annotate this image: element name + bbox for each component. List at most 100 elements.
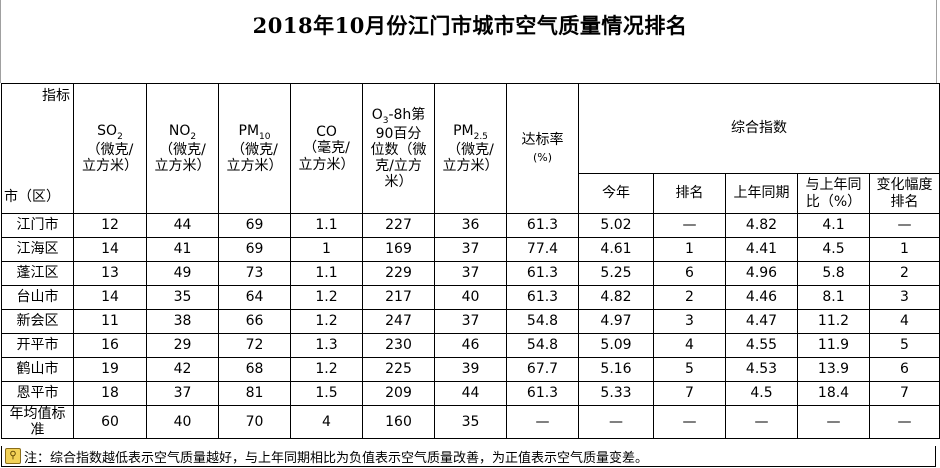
o3-rest: -8h第 90百分 位数（微 克/立方 米） xyxy=(370,106,427,191)
table-cell: 5.02 xyxy=(578,213,654,238)
table-cell: 54.8 xyxy=(506,333,579,358)
table-cell: 61.3 xyxy=(506,285,579,310)
table-cell: 37 xyxy=(146,381,219,406)
table-cell: 4 xyxy=(290,404,363,440)
footnote: ⚲ 注：综合指数越低表示空气质量越好，与上年同期相比为负值表示空气质量改善，为正… xyxy=(1,446,936,467)
rate-name: 达标率 xyxy=(521,132,564,149)
gridline xyxy=(0,0,1,83)
table-row: 蓬江区 13 49 73 1.1 229 37 61.3 5.25 6 4.96 5.8 2 xyxy=(1,261,940,286)
table-cell: 35 xyxy=(146,285,219,310)
table-cell: 5.25 xyxy=(578,261,654,286)
table-cell: 61.3 xyxy=(506,261,579,286)
table-cell: — xyxy=(653,213,726,238)
table-cell: 67.7 xyxy=(506,357,579,382)
table-cell: — xyxy=(869,404,940,440)
table-cell: 11.9 xyxy=(797,333,870,358)
table-cell: — xyxy=(725,404,798,440)
pm25-header: PM2.5 （微克/ 立方米） xyxy=(434,83,507,214)
table-cell: 4.55 xyxy=(725,333,798,358)
table-cell: 169 xyxy=(362,237,435,262)
pm10-unit: （微克/ 立方米） xyxy=(226,141,283,175)
co-header: CO （毫克/ 立方米） xyxy=(290,83,363,214)
table-cell: 4.46 xyxy=(725,285,798,310)
table-cell: 225 xyxy=(362,357,435,382)
table-cell: 11 xyxy=(73,309,147,334)
table-cell: 37 xyxy=(434,309,507,334)
table-cell: 70 xyxy=(218,404,291,440)
region-name: 开平市 xyxy=(1,333,74,358)
table-cell: 81 xyxy=(218,381,291,406)
table-cell: 1.5 xyxy=(290,381,363,406)
indicator-label: 指标 xyxy=(42,88,70,104)
table-cell: 1.3 xyxy=(290,333,363,358)
table-cell: 42 xyxy=(146,357,219,382)
o3-name: O xyxy=(371,106,383,123)
table-cell: 4.5 xyxy=(797,237,870,262)
table-cell: 1 xyxy=(653,237,726,262)
table-cell: 6 xyxy=(869,357,940,382)
table-cell: 5 xyxy=(869,333,940,358)
table-cell: 73 xyxy=(218,261,291,286)
table-cell: 6 xyxy=(653,261,726,286)
table-cell: 39 xyxy=(434,357,507,382)
table-cell: 2 xyxy=(869,261,940,286)
table-cell: 60 xyxy=(73,404,147,440)
table-cell: 19 xyxy=(73,357,147,382)
table-cell: 5.8 xyxy=(797,261,870,286)
table-cell: — xyxy=(869,213,940,238)
table-cell: 38 xyxy=(146,309,219,334)
table-cell: 4 xyxy=(653,333,726,358)
table-cell: — xyxy=(578,404,654,440)
composite-last-year-header: 上年同期 xyxy=(725,173,798,214)
table-cell: — xyxy=(653,404,726,440)
co-unit: （毫克/ 立方米） xyxy=(298,140,355,173)
table-cell: 29 xyxy=(146,333,219,358)
table-cell: 1.2 xyxy=(290,357,363,382)
table-row: 鹤山市 19 42 68 1.2 225 39 67.7 5.16 5 4.53 13.9 6 xyxy=(1,357,940,382)
table-cell: 4.97 xyxy=(578,309,654,334)
pm25-name: PM xyxy=(453,122,474,139)
no2-unit: （微克/ 立方米） xyxy=(154,141,211,175)
no2-name: NO xyxy=(168,122,191,139)
table-cell: 4 xyxy=(869,309,940,334)
table-cell: 69 xyxy=(218,237,291,262)
table-cell: — xyxy=(506,404,579,440)
table-cell: 14 xyxy=(73,285,147,310)
table-cell: 35 xyxy=(434,404,507,440)
table-cell: 40 xyxy=(146,404,219,440)
table-cell: 247 xyxy=(362,309,435,334)
table-cell: 217 xyxy=(362,285,435,310)
pm10-header: PM10 （微克/ 立方米） xyxy=(218,83,291,214)
table-cell: 3 xyxy=(653,309,726,334)
table-cell: 13 xyxy=(73,261,147,286)
table-cell: 4.53 xyxy=(725,357,798,382)
region-name: 台山市 xyxy=(1,285,74,310)
composite-change-rank-header: 变化幅度 排名 xyxy=(869,173,940,214)
table-cell: 13.9 xyxy=(797,357,870,382)
smart-tag-icon[interactable]: ⚲ xyxy=(5,448,21,464)
no2-header: NO2 （微克/ 立方米） xyxy=(146,83,219,214)
table-cell: 14 xyxy=(73,237,147,262)
pm10-name: PM xyxy=(238,122,260,139)
region-name: 蓬江区 xyxy=(1,261,74,286)
table-cell: 12 xyxy=(73,213,147,238)
table-cell: 11.2 xyxy=(797,309,870,334)
table-row: 恩平市 18 37 81 1.5 209 44 61.3 5.33 7 4.5 18.4 7 xyxy=(1,381,940,406)
composite-yoy-header: 与上年同 比（%） xyxy=(797,173,870,214)
table-cell: 72 xyxy=(218,333,291,358)
region-name: 江门市 xyxy=(1,213,74,238)
table-cell: 2 xyxy=(653,285,726,310)
region-name: 江海区 xyxy=(1,237,74,262)
region-name: 恩平市 xyxy=(1,381,74,406)
table-cell: 4.41 xyxy=(725,237,798,262)
table-cell: 1.2 xyxy=(290,285,363,310)
table-cell: 7 xyxy=(869,381,940,406)
table-cell: 18 xyxy=(73,381,147,406)
table-cell: 209 xyxy=(362,381,435,406)
region-name: 新会区 xyxy=(1,309,74,334)
composite-rank-header: 排名 xyxy=(653,173,726,214)
table-cell: 227 xyxy=(362,213,435,238)
table-cell: 4.47 xyxy=(725,309,798,334)
composite-this-year-header: 今年 xyxy=(578,173,654,214)
